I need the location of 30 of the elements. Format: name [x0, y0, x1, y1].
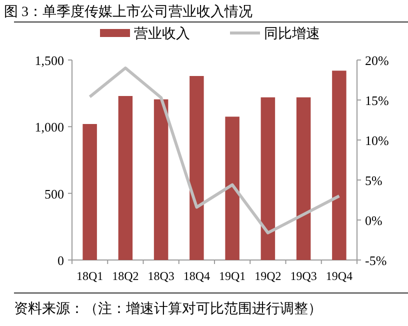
x-tick-label: 18Q1 [76, 269, 104, 283]
y2-tick-label: 0% [365, 213, 382, 228]
y-tick-label: 1,500 [34, 53, 64, 68]
bar [82, 124, 97, 260]
x-tick-label: 19Q1 [218, 269, 246, 283]
bar [154, 99, 168, 260]
bar [332, 70, 346, 260]
x-tick-label: 18Q2 [112, 269, 139, 283]
y-tick-label: 1,000 [34, 120, 64, 135]
y-tick-label: 0 [58, 253, 64, 268]
x-tick-label: 18Q4 [183, 269, 210, 283]
y2-tick-label: 20% [365, 53, 389, 68]
x-tick-label: 18Q3 [148, 269, 174, 283]
bar [296, 97, 311, 260]
bar [260, 97, 276, 260]
bar [190, 76, 204, 260]
legend-label: 营业收入 [134, 26, 190, 42]
y2-tick-label: 10% [365, 133, 389, 148]
bar [118, 96, 133, 260]
text: 资料来源：（注：增速计算对可比范围进行调整） [14, 301, 322, 317]
y2-tick-label: 15% [365, 93, 389, 108]
y2-tick-label: -5% [365, 253, 387, 268]
title: 图 3：单季度传媒上市公司营业收入情况 [4, 5, 252, 20]
y2-tick-label: 5% [365, 173, 382, 188]
x-tick-label: 19Q4 [326, 269, 353, 283]
legend-label: 同比增速 [264, 26, 320, 42]
y-tick-label: 500 [44, 186, 64, 202]
bar [225, 116, 240, 260]
x-tick-label: 19Q2 [254, 269, 282, 283]
x-tick-label: 19Q3 [290, 269, 317, 283]
